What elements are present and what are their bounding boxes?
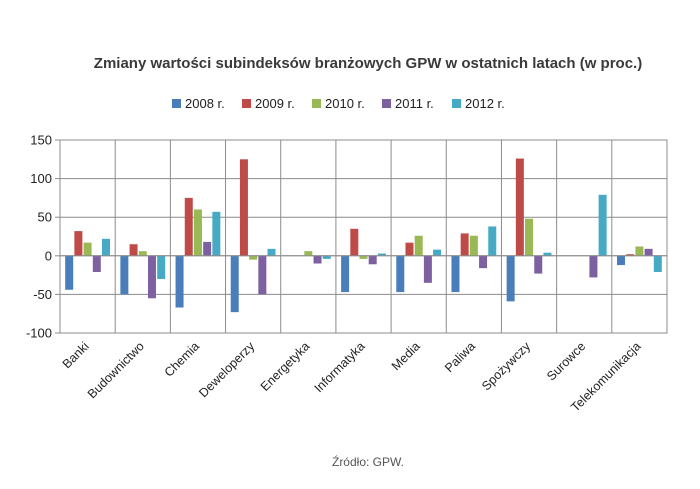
bar-1-4	[157, 255, 166, 279]
plot-area	[59, 139, 668, 334]
y-tick-label: -50	[33, 287, 52, 302]
legend-swatch	[242, 99, 251, 108]
bar-9-4	[598, 194, 607, 256]
bar-7-3	[479, 255, 488, 269]
bar-0-2	[83, 242, 92, 256]
legend-label: 2008 r.	[185, 96, 225, 111]
bar-7-1	[460, 233, 469, 256]
category-label: Deweloperzy	[196, 339, 258, 401]
category-label: Surowce	[544, 339, 588, 383]
bar-6-2	[414, 235, 423, 256]
bar-8-0	[506, 255, 515, 302]
bar-0-0	[65, 255, 74, 290]
legend: 2008 r. 2009 r. 2010 r. 2011 r. 2012 r.	[172, 96, 505, 111]
bar-3-2	[249, 255, 258, 260]
bar-2-3	[203, 241, 212, 256]
legend-swatch	[452, 99, 461, 108]
bar-5-3	[368, 255, 377, 265]
y-tick-label: 0	[45, 248, 52, 263]
bar-0-1	[74, 231, 83, 256]
legend-label: 2011 r.	[395, 96, 434, 111]
bar-7-0	[451, 255, 460, 293]
bar-0-3	[92, 255, 101, 273]
category-label: Banki	[60, 339, 92, 371]
bar-4-2	[304, 251, 313, 256]
chart-title: Zmiany wartości subindeksów branżowych G…	[94, 55, 642, 72]
bar-5-0	[341, 255, 350, 293]
legend-swatch	[172, 99, 181, 108]
bar-10-4	[653, 255, 662, 273]
bar-2-2	[193, 209, 202, 256]
bar-4-4	[322, 255, 331, 259]
legend-label: 2012 r.	[465, 96, 505, 111]
bar-1-1	[129, 244, 138, 256]
category-label: Informatyka	[312, 339, 368, 395]
legend-swatch	[382, 99, 391, 108]
bar-8-4	[543, 252, 552, 256]
bar-6-3	[423, 255, 432, 283]
bar-2-4	[212, 211, 221, 256]
bar-10-3	[644, 248, 653, 256]
bar-3-4	[267, 248, 276, 256]
legend-label: 2009 r.	[255, 96, 295, 111]
bar-7-4	[488, 226, 497, 256]
y-tick-label: 150	[30, 133, 52, 148]
bar-6-1	[405, 242, 414, 256]
y-tick-label: -100	[26, 326, 52, 341]
bar-2-1	[184, 197, 193, 256]
bar-3-0	[230, 255, 239, 313]
bar-5-2	[359, 255, 368, 259]
y-axis: -100 -50 0 50 100 150	[26, 133, 60, 341]
bar-6-4	[433, 249, 442, 256]
plot-border	[59, 139, 668, 334]
y-tick-label: 50	[38, 210, 52, 225]
bar-6-0	[396, 255, 405, 293]
bar-5-4	[377, 253, 386, 256]
legend-swatch	[312, 99, 321, 108]
legend-label: 2010 r.	[325, 96, 365, 111]
category-label: Energetyka	[258, 339, 313, 394]
bar-1-3	[147, 255, 156, 299]
bar-7-2	[469, 235, 478, 256]
bar-5-1	[350, 228, 359, 256]
bar-3-1	[239, 159, 248, 256]
bar-0-4	[101, 238, 110, 256]
bar-8-1	[515, 158, 524, 256]
category-label: Chemia	[162, 339, 202, 379]
bar-4-3	[313, 255, 322, 264]
bar-10-1	[626, 254, 635, 256]
bar-1-2	[138, 251, 147, 256]
bar-2-0	[175, 255, 184, 308]
category-label: Paliwa	[442, 339, 478, 375]
category-label: Spożywczy	[479, 339, 534, 394]
y-tick-label: 100	[30, 171, 52, 186]
bar-3-3	[258, 255, 267, 295]
bar-1-0	[120, 255, 129, 295]
bar-8-3	[534, 255, 543, 274]
category-label: Budownictwo	[85, 339, 147, 401]
bar-10-0	[617, 255, 626, 266]
bar-8-2	[525, 218, 534, 256]
category-label: Media	[389, 339, 423, 373]
bar-10-2	[635, 246, 644, 256]
source-note: Źródło: GPW.	[332, 454, 404, 469]
bar-9-3	[589, 255, 598, 278]
